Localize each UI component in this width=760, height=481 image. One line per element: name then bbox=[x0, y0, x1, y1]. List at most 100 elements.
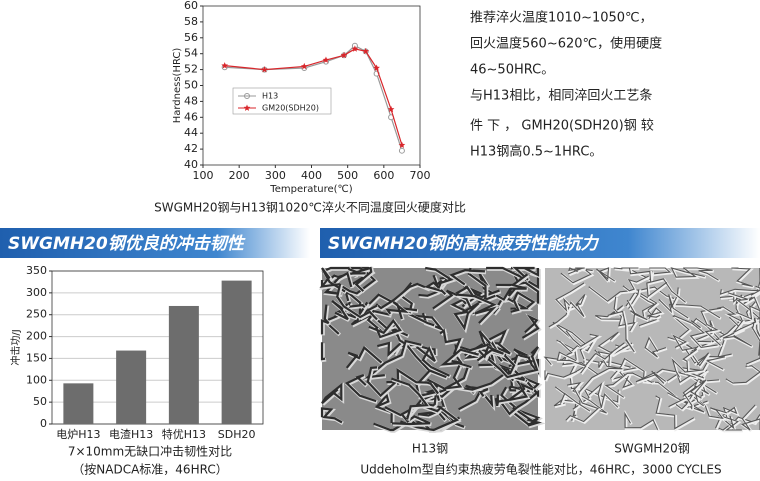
section-title: SWGMH20钢的高热疲劳性能抗力 bbox=[328, 234, 600, 254]
crack bbox=[718, 414, 742, 431]
x-tick-label: 600 bbox=[373, 169, 394, 182]
point bbox=[387, 105, 395, 113]
crack-highlight bbox=[544, 371, 579, 382]
y-tick-label: 56 bbox=[184, 31, 198, 44]
point bbox=[322, 56, 330, 63]
crack bbox=[613, 296, 636, 332]
y-tick-label: 350 bbox=[26, 264, 47, 277]
crack bbox=[655, 395, 695, 430]
crack-highlight bbox=[732, 267, 755, 289]
crack bbox=[689, 379, 707, 407]
crack bbox=[507, 273, 529, 297]
crack bbox=[366, 309, 391, 335]
crack bbox=[700, 307, 722, 346]
crack bbox=[585, 342, 625, 366]
crack bbox=[556, 351, 587, 374]
crack bbox=[719, 288, 760, 296]
crack-highlight bbox=[647, 307, 665, 321]
crack bbox=[385, 301, 409, 320]
crack bbox=[487, 355, 539, 379]
crack bbox=[635, 370, 667, 384]
crack bbox=[624, 411, 659, 430]
crack bbox=[673, 315, 718, 349]
crack-highlight bbox=[694, 321, 717, 345]
crack bbox=[319, 267, 346, 293]
bar bbox=[116, 350, 147, 424]
point bbox=[398, 141, 406, 148]
note-line: 与H13相比，相同淬回火工艺条 bbox=[470, 88, 652, 104]
crack bbox=[565, 387, 599, 423]
legend-box bbox=[232, 87, 332, 115]
series-line bbox=[224, 45, 403, 151]
chart-caption: SWGMH20钢与H13钢1020℃淬火不同温度回火硬度对比 bbox=[154, 200, 466, 215]
y-tick-label: 0 bbox=[40, 417, 47, 430]
crack bbox=[560, 267, 593, 284]
y-tick-label: 42 bbox=[184, 142, 198, 155]
y-tick-label: 50 bbox=[33, 395, 47, 408]
crack bbox=[500, 386, 541, 426]
y-tick-label: 48 bbox=[184, 94, 198, 107]
bar bbox=[63, 383, 94, 424]
crack bbox=[521, 314, 540, 339]
crack bbox=[607, 310, 635, 353]
plot-frame bbox=[202, 5, 421, 166]
crack bbox=[596, 267, 615, 282]
crack bbox=[565, 330, 600, 347]
x-axis-label: Temperature(℃) bbox=[269, 184, 352, 195]
crack bbox=[345, 345, 383, 369]
y-tick-label: 44 bbox=[184, 126, 198, 139]
y-tick-label: 300 bbox=[26, 286, 47, 299]
crack bbox=[508, 385, 531, 393]
point bbox=[221, 62, 229, 69]
crack bbox=[455, 293, 497, 324]
crack bbox=[568, 267, 585, 275]
crack bbox=[668, 287, 689, 319]
crack bbox=[425, 266, 454, 289]
crack bbox=[512, 346, 539, 383]
x-tick-label: 电炉H13 bbox=[56, 428, 100, 441]
point bbox=[351, 45, 359, 52]
crack bbox=[559, 391, 591, 412]
series-line bbox=[224, 48, 403, 146]
y-tick-label: 60 bbox=[184, 0, 198, 12]
x-tick-label: 700 bbox=[410, 169, 431, 182]
crack bbox=[559, 340, 599, 375]
y-tick-label: 50 bbox=[184, 79, 198, 92]
crack-highlight bbox=[622, 267, 653, 283]
crack bbox=[604, 372, 653, 398]
y-tick-label: 150 bbox=[26, 351, 47, 364]
crack bbox=[408, 378, 449, 416]
crack bbox=[683, 267, 719, 281]
crack bbox=[693, 320, 715, 343]
point bbox=[362, 47, 370, 55]
crack bbox=[745, 326, 760, 365]
crack bbox=[396, 368, 439, 395]
crack bbox=[731, 267, 753, 287]
x-tick-label: 100 bbox=[193, 169, 214, 182]
y-tick-label: 100 bbox=[26, 373, 47, 386]
crack bbox=[567, 381, 607, 414]
crack bbox=[512, 406, 543, 427]
y-tick-label: 200 bbox=[26, 330, 47, 343]
crack bbox=[548, 301, 585, 328]
crack-highlight bbox=[718, 414, 743, 433]
crack-highlight bbox=[568, 358, 605, 379]
crack bbox=[741, 404, 760, 431]
crack bbox=[321, 382, 343, 405]
crack bbox=[391, 377, 429, 420]
crack bbox=[453, 302, 480, 331]
crack bbox=[647, 307, 663, 320]
legend-label: GM20(SDH20) bbox=[262, 104, 319, 113]
crack bbox=[512, 266, 540, 281]
x-tick-label: 400 bbox=[301, 169, 322, 182]
plot-frame bbox=[51, 270, 264, 425]
crack-highlight bbox=[613, 297, 639, 333]
crack bbox=[444, 365, 469, 390]
crack bbox=[682, 380, 698, 410]
note-line: 46~50HRC。 bbox=[470, 63, 554, 78]
x-tick-label: 特优H13 bbox=[162, 427, 206, 441]
crack bbox=[733, 317, 757, 334]
crack bbox=[670, 267, 705, 278]
crack bbox=[658, 299, 721, 319]
